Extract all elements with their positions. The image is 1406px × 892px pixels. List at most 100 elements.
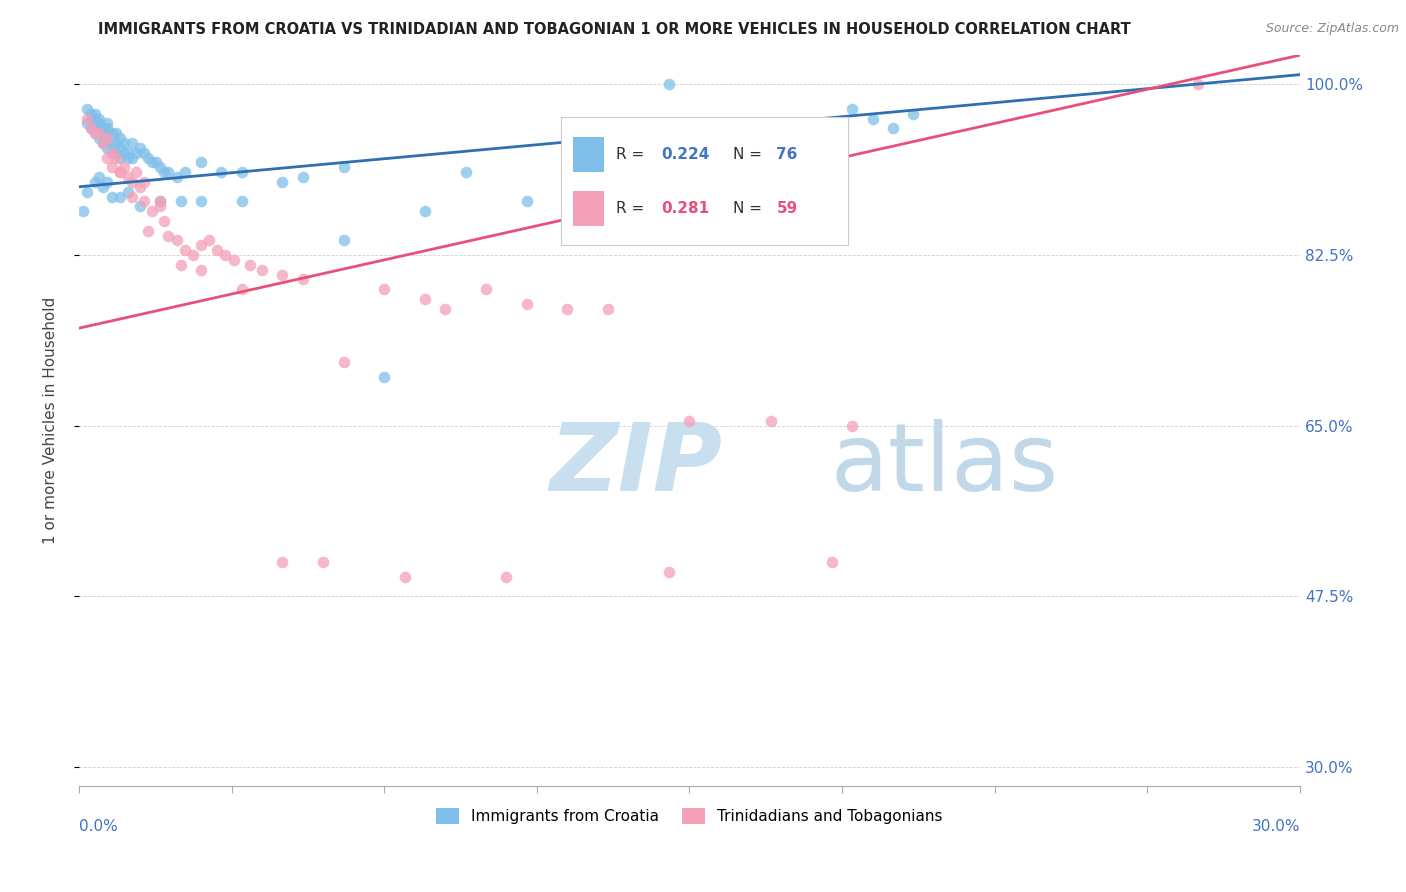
Point <box>291 169 314 184</box>
Point <box>84 116 107 130</box>
Point <box>121 136 143 150</box>
Point <box>89 116 111 130</box>
Point <box>271 555 294 569</box>
Point <box>166 169 188 184</box>
Point <box>96 175 118 189</box>
Point <box>93 126 115 140</box>
Point <box>149 161 172 175</box>
Point <box>658 78 681 92</box>
Point <box>166 234 188 248</box>
Point <box>332 234 354 248</box>
Point <box>96 121 118 136</box>
Point <box>76 116 98 130</box>
Text: Source: ZipAtlas.com: Source: ZipAtlas.com <box>1265 22 1399 36</box>
Point <box>862 112 884 126</box>
Point <box>231 282 253 296</box>
Point <box>1187 78 1209 92</box>
Point <box>84 126 107 140</box>
Point <box>93 136 115 150</box>
Point <box>129 141 152 155</box>
Point <box>153 165 176 179</box>
Point <box>96 131 118 145</box>
Point <box>373 370 395 384</box>
Text: ZIP: ZIP <box>550 418 721 511</box>
Point <box>181 248 204 262</box>
Point <box>96 141 118 155</box>
Point <box>117 169 139 184</box>
Point <box>209 165 232 179</box>
Point <box>373 282 395 296</box>
Point <box>394 570 416 584</box>
Point <box>454 165 477 179</box>
Point <box>125 145 148 160</box>
Point <box>170 194 193 209</box>
Point <box>291 272 314 286</box>
Point <box>821 555 844 569</box>
Point <box>117 185 139 199</box>
Point <box>207 243 229 257</box>
Point <box>841 418 863 433</box>
Point <box>141 204 163 219</box>
Point <box>190 155 212 169</box>
Point <box>100 161 122 175</box>
Point <box>882 121 904 136</box>
Point <box>190 238 212 252</box>
Point <box>84 175 107 189</box>
Point <box>100 189 122 203</box>
Point <box>132 175 155 189</box>
Point <box>136 224 159 238</box>
Point <box>112 145 135 160</box>
Text: atlas: atlas <box>830 418 1059 511</box>
Legend: Immigrants from Croatia, Trinidadians and Tobagonians: Immigrants from Croatia, Trinidadians an… <box>430 802 949 830</box>
Point <box>117 151 139 165</box>
Point <box>84 106 107 120</box>
Text: 0.0%: 0.0% <box>79 820 118 834</box>
Point <box>658 565 681 579</box>
Point <box>76 112 98 126</box>
Point <box>557 301 579 316</box>
Point <box>332 355 354 369</box>
Point <box>231 165 253 179</box>
Point <box>96 116 118 130</box>
Point <box>413 292 436 306</box>
Point <box>516 297 538 311</box>
Point <box>271 175 294 189</box>
Point <box>108 141 131 155</box>
Point <box>76 185 98 199</box>
Point <box>112 161 135 175</box>
Point <box>100 145 122 160</box>
Point <box>271 268 294 282</box>
Point <box>104 145 127 160</box>
Point <box>678 414 700 428</box>
Point <box>104 151 127 165</box>
Point <box>190 194 212 209</box>
Point <box>149 194 172 209</box>
Point <box>153 214 176 228</box>
Point <box>136 151 159 165</box>
Point <box>108 165 131 179</box>
Point <box>231 194 253 209</box>
Point <box>112 136 135 150</box>
Point <box>198 234 221 248</box>
Point <box>93 179 115 194</box>
Point <box>516 194 538 209</box>
Point <box>84 126 107 140</box>
Point <box>80 121 103 136</box>
Point <box>121 189 143 203</box>
Point <box>149 194 172 209</box>
Point <box>121 151 143 165</box>
Point <box>157 228 180 243</box>
Point <box>903 106 925 120</box>
Point <box>89 126 111 140</box>
Point <box>495 570 517 584</box>
Point <box>132 194 155 209</box>
Point <box>121 175 143 189</box>
Point <box>108 131 131 145</box>
Point <box>841 102 863 116</box>
Point <box>125 165 148 179</box>
Text: IMMIGRANTS FROM CROATIA VS TRINIDADIAN AND TOBAGONIAN 1 OR MORE VEHICLES IN HOUS: IMMIGRANTS FROM CROATIA VS TRINIDADIAN A… <box>98 22 1132 37</box>
Point <box>117 145 139 160</box>
Point <box>89 112 111 126</box>
Point <box>145 155 167 169</box>
Point <box>100 145 122 160</box>
